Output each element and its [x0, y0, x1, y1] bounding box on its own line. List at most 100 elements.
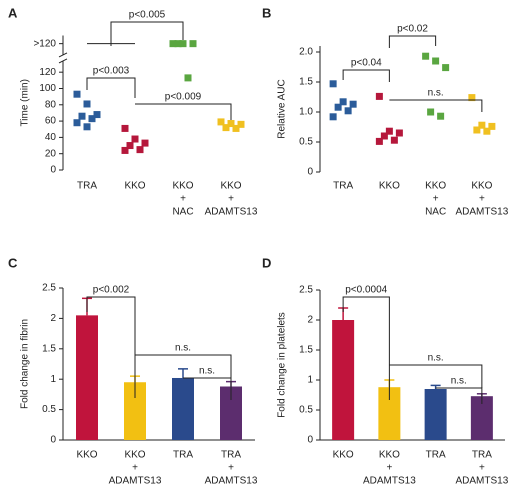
- data-point: [483, 127, 491, 135]
- y-tick-label: 80: [45, 99, 57, 110]
- data-point: [329, 113, 337, 121]
- data-point: [93, 111, 101, 119]
- bracket: [389, 364, 483, 388]
- data-point: [329, 80, 337, 88]
- bracket: [135, 354, 232, 378]
- bracket: [183, 377, 232, 400]
- data-point: [227, 120, 235, 128]
- bracket: [110, 21, 184, 46]
- data-point: [422, 52, 430, 60]
- data-point: [121, 146, 129, 154]
- annotation: p<0.003: [93, 66, 130, 77]
- data-point: [237, 120, 245, 128]
- y-tick-label: 1.5: [299, 345, 313, 356]
- x-tick-label: +: [433, 194, 439, 205]
- data-point: [88, 115, 96, 123]
- annotation: p<0.002: [93, 285, 130, 296]
- data-point: [437, 112, 445, 120]
- data-point: [232, 124, 240, 132]
- y-tick-label: 1.0: [299, 107, 313, 118]
- x-tick-label: ADAMTS13: [109, 476, 162, 487]
- y-tick-label: 60: [45, 116, 57, 127]
- bracket: [135, 103, 232, 120]
- data-point: [126, 142, 134, 150]
- y-tick-label: 1.5: [299, 77, 313, 88]
- bar: [76, 315, 98, 440]
- y-tick-label: >120: [33, 38, 56, 49]
- x-tick-label: KKO: [124, 181, 145, 192]
- bar: [424, 389, 447, 440]
- y-tick-label: 2.5: [299, 285, 313, 296]
- data-point: [78, 112, 86, 120]
- x-tick-label: KKO: [172, 181, 193, 192]
- x-tick-label: ADAMTS13: [455, 207, 508, 218]
- x-tick-label: +: [479, 463, 485, 474]
- y-tick-label: 2.5: [42, 283, 56, 294]
- y-tick-label: 1: [50, 374, 56, 385]
- bracket: [86, 296, 136, 398]
- x-tick-label: TRA: [77, 181, 97, 192]
- bar: [332, 320, 355, 440]
- y-tick-label: 2.0: [299, 47, 313, 58]
- y-tick-label: 20: [45, 148, 57, 159]
- y-tick-label: 0: [50, 435, 56, 446]
- x-tick-label: +: [228, 194, 234, 205]
- x-tick-label: ADAMTS13: [455, 476, 508, 487]
- data-point: [121, 124, 129, 132]
- data-point: [334, 103, 342, 111]
- data-point: [488, 122, 496, 130]
- data-point: [432, 57, 440, 65]
- bar: [470, 396, 493, 440]
- bracket: [342, 69, 390, 82]
- y-tick-label: 1.5: [42, 343, 56, 354]
- x-tick-label: TRA: [333, 181, 353, 192]
- data-point: [344, 107, 352, 115]
- data-point: [73, 90, 81, 98]
- data-point: [380, 132, 388, 140]
- panel-label: B: [262, 5, 271, 20]
- data-point: [375, 137, 383, 145]
- x-tick-label: ADAMTS13: [205, 207, 258, 218]
- y-tick-label: 2: [50, 313, 56, 324]
- data-point: [184, 74, 192, 82]
- y-axis-label: Fold change in platelets: [277, 312, 288, 418]
- bar: [378, 387, 401, 440]
- y-axis-label: Fold change in fibrin: [20, 319, 31, 409]
- annotation: n.s.: [199, 366, 215, 377]
- y-tick-label: 120: [39, 67, 56, 78]
- data-point: [349, 100, 357, 108]
- data-point: [217, 118, 225, 126]
- y-tick-label: 0: [50, 165, 56, 176]
- x-tick-label: KKO: [471, 181, 492, 192]
- y-tick-label: 100: [39, 83, 56, 94]
- annotation: p<0.02: [397, 24, 428, 35]
- bracket: [389, 99, 483, 112]
- x-tick-label: +: [386, 463, 392, 474]
- data-point: [136, 146, 144, 154]
- data-point: [375, 92, 383, 100]
- data-point: [395, 129, 403, 137]
- bracket: [435, 387, 483, 404]
- data-point: [179, 40, 187, 48]
- data-point: [189, 40, 197, 48]
- x-tick-label: NAC: [172, 207, 193, 218]
- panel-label: C: [8, 255, 18, 270]
- data-point: [83, 123, 91, 131]
- annotation: n.s.: [428, 88, 444, 99]
- bracket: [388, 35, 437, 48]
- data-point: [339, 98, 347, 106]
- x-tick-label: TRA: [173, 450, 193, 461]
- data-point: [174, 40, 182, 48]
- bar: [172, 377, 194, 440]
- axis-break: [58, 52, 68, 58]
- x-tick-label: TRA: [472, 450, 492, 461]
- y-axis-label: Relative AUC: [277, 79, 288, 138]
- x-tick-label: KKO: [425, 181, 446, 192]
- annotation: p<0.005: [129, 10, 166, 21]
- x-tick-label: KKO: [76, 450, 97, 461]
- panel-label: A: [8, 5, 18, 20]
- bracket: [342, 296, 390, 400]
- y-tick-label: 0: [307, 435, 313, 446]
- data-point: [73, 119, 81, 127]
